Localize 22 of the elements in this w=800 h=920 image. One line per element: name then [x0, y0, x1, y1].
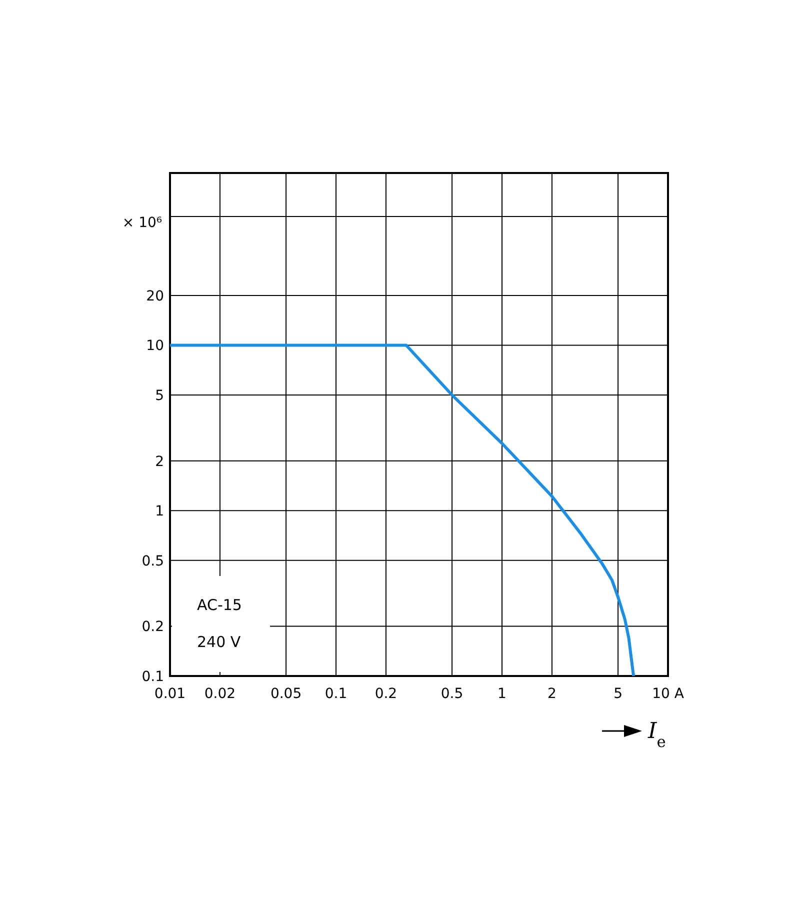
- x-tick-label: 5: [614, 686, 622, 702]
- x-tick-label: 0.5: [440, 686, 464, 702]
- y-tick-label: 1: [155, 504, 164, 520]
- y-tick-label: 0.2: [142, 619, 164, 636]
- y-tick-label: 10: [146, 338, 164, 354]
- x-tick-label: 0.2: [374, 686, 398, 702]
- x-tick-label: 0.1: [324, 686, 348, 702]
- y-tick-label: 2: [155, 454, 164, 470]
- x-tick-label: 10 A: [652, 686, 684, 702]
- x-axis-title: I$_{e}$: [647, 719, 666, 751]
- x-tick-label: 0.01: [154, 686, 186, 702]
- y-tick-label: 0.5: [142, 553, 164, 570]
- y-tick-label: 5: [155, 388, 164, 404]
- x-tick-label: 0.05: [270, 686, 302, 702]
- x-tick-label: 1: [498, 686, 506, 702]
- y-tick-label: 0.1: [142, 669, 164, 685]
- y-tick-label: 20: [146, 288, 164, 304]
- annotation: AC-15: [197, 596, 242, 614]
- y-axis-title: × 10⁶: [122, 215, 162, 231]
- annotation: 240 V: [197, 633, 242, 651]
- x-tick-label: 2: [548, 686, 556, 702]
- x-tick-label: 0.02: [204, 686, 236, 702]
